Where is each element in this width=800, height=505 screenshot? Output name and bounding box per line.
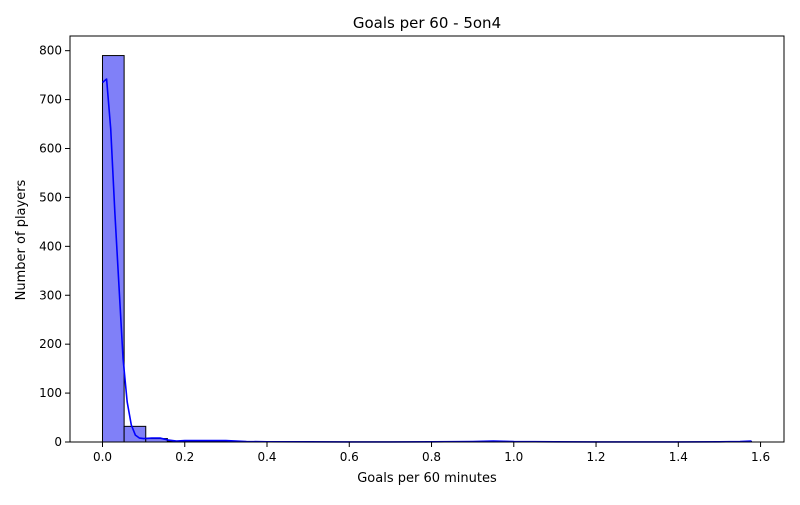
kde-layer (102, 79, 751, 442)
axes-layer (70, 36, 784, 442)
y-tick-label: 300 (39, 288, 62, 302)
chart-title: Goals per 60 - 5on4 (353, 14, 501, 32)
bars-layer (102, 56, 751, 442)
kde-line (102, 79, 751, 442)
x-tick-label: 0.6 (340, 450, 359, 464)
y-tick-label: 700 (39, 93, 62, 107)
plot-frame (70, 36, 784, 442)
y-tick-label: 100 (39, 386, 62, 400)
x-tick-label: 0.2 (175, 450, 194, 464)
x-tick-label: 1.4 (669, 450, 688, 464)
y-tick-label: 0 (54, 435, 62, 449)
y-tick-label: 400 (39, 239, 62, 253)
x-tick-label: 0.4 (257, 450, 276, 464)
y-tick-label: 600 (39, 142, 62, 156)
y-tick-label: 500 (39, 190, 62, 204)
x-tick-label: 1.2 (586, 450, 605, 464)
x-tick-label: 0.0 (93, 450, 112, 464)
x-tick-label: 1.6 (751, 450, 770, 464)
y-axis-label: Number of players (14, 179, 29, 300)
x-tick-label: 0.8 (422, 450, 441, 464)
x-ticks: 0.0 0.2 0.4 0.6 0.8 1.0 1.2 1.4 1.6 (93, 442, 770, 464)
x-tick-label: 1.0 (504, 450, 523, 464)
y-ticks: 0 100 200 300 400 500 600 700 800 (39, 44, 70, 449)
y-tick-label: 200 (39, 337, 62, 351)
y-tick-label: 800 (39, 44, 62, 58)
histogram-bar (102, 56, 124, 442)
x-axis-label: Goals per 60 minutes (357, 471, 497, 486)
